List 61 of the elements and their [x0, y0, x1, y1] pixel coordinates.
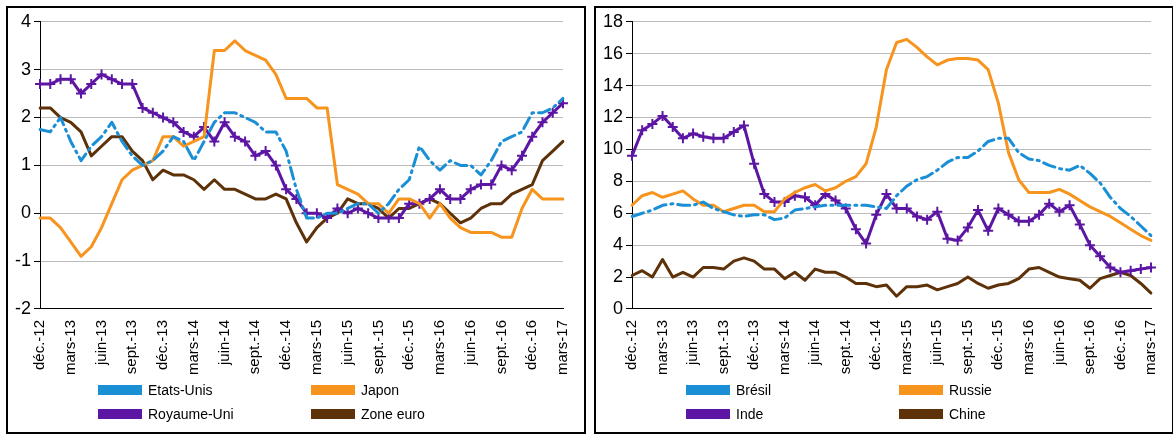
y-tick-label: 14 — [602, 74, 624, 95]
x-tick-label: déc.-12 — [30, 319, 48, 371]
x-tick-label: juin-14 — [214, 319, 232, 367]
y-tick-label: 4 — [613, 234, 624, 255]
x-tick-label: juin-16 — [460, 319, 478, 367]
legend-label: Etats-Unis — [148, 382, 213, 398]
x-tick-label: juin-13 — [91, 319, 109, 367]
x-tick-label: mars-13 — [60, 319, 78, 375]
y-tick-label: 10 — [602, 138, 624, 159]
legend-label: Royaume-Uni — [148, 406, 234, 422]
x-tick-label: sept.-14 — [835, 319, 853, 375]
y-tick-label: 18 — [602, 10, 624, 31]
x-tick-label: mars-15 — [896, 319, 914, 375]
y-tick-label: 12 — [602, 106, 624, 127]
x-tick-label: mars-17 — [1141, 319, 1159, 375]
x-tick-label: déc.-13 — [153, 319, 171, 371]
legend-label: Japon — [361, 382, 400, 398]
x-tick-label: sept.-14 — [245, 319, 263, 375]
x-tick-label: juin-15 — [927, 319, 945, 367]
x-tick-label: mars-13 — [652, 319, 670, 375]
x-tick-label: mars-14 — [183, 319, 201, 375]
x-tick-label: sept.-13 — [713, 319, 731, 375]
x-tick-label: déc.-16 — [1110, 319, 1128, 371]
x-tick-label: mars-15 — [307, 319, 325, 375]
y-tick-label: 1 — [20, 154, 31, 175]
x-tick-label: juin-15 — [337, 319, 355, 367]
x-tick-label: sept.-16 — [491, 319, 509, 375]
legend-label: Chine — [949, 406, 986, 422]
x-tick-label: déc.-14 — [276, 319, 294, 371]
y-tick-label: 8 — [613, 170, 624, 191]
y-tick-label: 2 — [20, 106, 31, 127]
legend-label: Brésil — [736, 382, 772, 398]
x-tick-label: juin-16 — [1049, 319, 1067, 367]
y-tick-label: -1 — [14, 250, 31, 271]
x-tick-label: déc.-12 — [622, 319, 640, 371]
y-tick-label: 3 — [20, 58, 31, 79]
y-tick-label: 2 — [613, 266, 624, 287]
legend-label: Zone euro — [361, 406, 425, 422]
y-tick-label: 4 — [20, 10, 31, 31]
x-tick-label: mars-14 — [774, 319, 792, 375]
x-tick-label: déc.-16 — [522, 319, 540, 371]
x-tick-label: sept.-13 — [122, 319, 140, 375]
x-tick-label: mars-17 — [553, 319, 571, 375]
x-tick-label: déc.-14 — [866, 319, 884, 371]
x-tick-label: sept.-16 — [1080, 319, 1098, 375]
y-tick-label: 6 — [613, 202, 624, 223]
x-tick-label: mars-16 — [1019, 319, 1037, 375]
y-tick-label: 0 — [20, 202, 31, 223]
x-tick-label: juin-14 — [805, 319, 823, 367]
y-tick-label: -2 — [14, 297, 31, 318]
x-tick-label: sept.-15 — [368, 319, 386, 375]
x-tick-label: juin-13 — [683, 319, 701, 367]
x-tick-label: déc.-15 — [399, 319, 417, 371]
legend-label: Inde — [736, 406, 764, 422]
y-tick-label: 16 — [602, 42, 624, 63]
x-tick-label: mars-16 — [430, 319, 448, 375]
x-tick-label: déc.-13 — [744, 319, 762, 371]
x-tick-label: sept.-15 — [957, 319, 975, 375]
x-tick-label: déc.-15 — [988, 319, 1006, 371]
legend-label: Russie — [949, 382, 992, 398]
y-tick-label: 0 — [613, 297, 624, 318]
